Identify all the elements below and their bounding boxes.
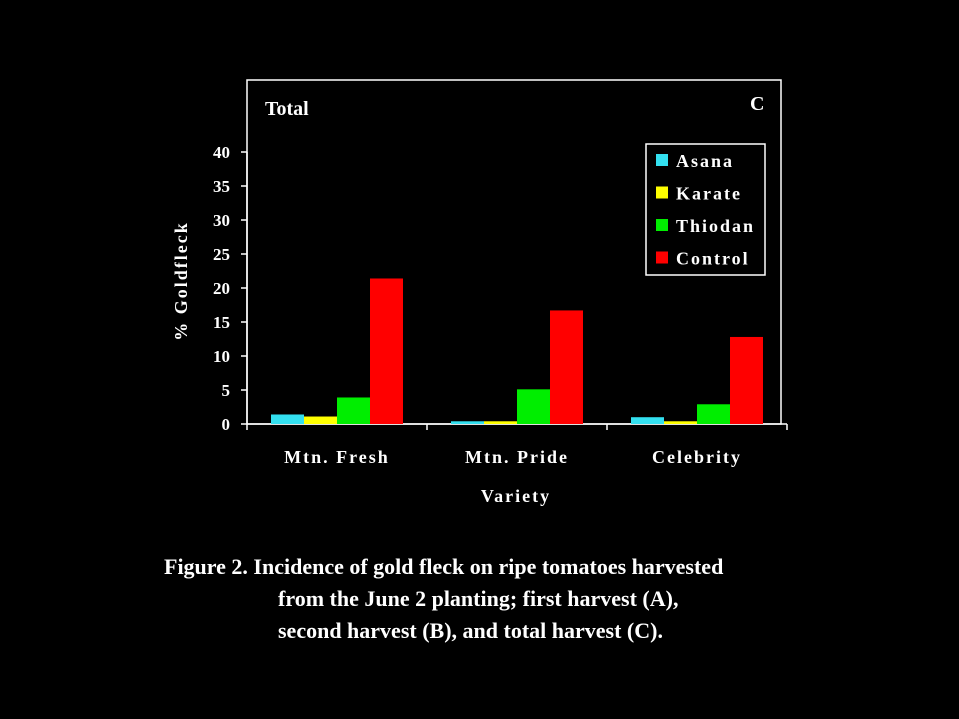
bar bbox=[550, 310, 583, 424]
bars bbox=[271, 278, 763, 424]
legend-label: Control bbox=[676, 249, 750, 269]
y-tick-label: 10 bbox=[213, 347, 230, 366]
legend-swatch bbox=[656, 186, 668, 199]
y-tick-label: 35 bbox=[213, 177, 230, 196]
y-tick-label: 20 bbox=[213, 279, 230, 298]
bar bbox=[370, 278, 403, 424]
x-tick-label: Mtn. Pride bbox=[465, 447, 569, 467]
bar bbox=[631, 417, 664, 424]
y-tick-label: 5 bbox=[222, 381, 231, 400]
legend-swatch bbox=[656, 251, 668, 264]
legend: Asana Karate Thiodan Control bbox=[645, 143, 766, 276]
y-tick-label: 15 bbox=[213, 313, 230, 332]
x-axis-label: Variety bbox=[481, 486, 551, 506]
x-axis: Mtn. Fresh Mtn. Pride Celebrity bbox=[246, 423, 788, 467]
x-tick-label: Mtn. Fresh bbox=[284, 447, 390, 467]
y-tick-label: 25 bbox=[213, 245, 230, 264]
figure-caption-line-3: second harvest (B), and total harvest (C… bbox=[278, 618, 663, 643]
bar bbox=[730, 336, 763, 424]
legend-label: Asana bbox=[676, 151, 734, 171]
bar bbox=[304, 416, 337, 424]
legend-label: Thiodan bbox=[676, 216, 755, 236]
y-tick-label: 30 bbox=[213, 211, 230, 230]
legend-swatch bbox=[656, 154, 668, 166]
legend-label: Karate bbox=[676, 184, 742, 204]
figure-caption-line-2: from the June 2 planting; first harvest … bbox=[278, 586, 679, 611]
y-axis: 0 5 10 15 20 25 30 35 40 bbox=[213, 143, 248, 434]
panel-letter: C bbox=[750, 93, 764, 115]
y-axis-label: % Goldfleck bbox=[171, 221, 191, 341]
bar bbox=[271, 414, 304, 424]
bar bbox=[664, 421, 697, 424]
y-tick-label: 0 bbox=[222, 415, 231, 434]
panel-title: Total bbox=[265, 98, 309, 120]
bar bbox=[337, 397, 370, 424]
legend-swatch bbox=[656, 219, 668, 231]
bar bbox=[484, 421, 517, 424]
bar bbox=[451, 421, 484, 424]
y-tick-label: 40 bbox=[213, 143, 230, 162]
x-tick-label: Celebrity bbox=[652, 447, 742, 467]
bar bbox=[697, 404, 730, 424]
figure-caption-line-1: Figure 2. Incidence of gold fleck on rip… bbox=[164, 554, 724, 579]
bar bbox=[517, 389, 550, 424]
